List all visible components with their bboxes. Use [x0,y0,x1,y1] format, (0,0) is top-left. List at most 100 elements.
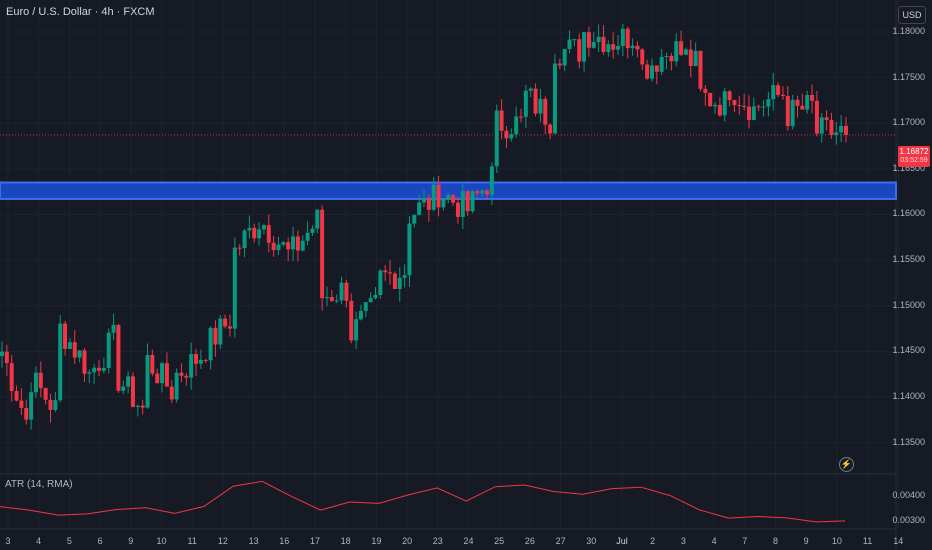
date-label: 20 [402,536,413,546]
atr-indicator-label[interactable]: ATR (14, RMA) [5,479,73,490]
candle-up [417,202,422,215]
candle-down [475,191,480,194]
candle-up [819,117,824,134]
candle-up [87,372,92,374]
date-label: 10 [156,536,167,546]
candle-up [315,209,320,229]
date-label: 24 [463,536,474,546]
candle-down [785,96,790,127]
candle-up [514,116,519,135]
candle-up [620,28,625,47]
candle-up [664,55,669,57]
candle-down [237,247,242,249]
date-label: 3 [5,536,11,546]
candle-up [0,351,4,356]
candle-up [67,342,72,349]
price-label: 1.13500 [892,436,925,447]
candle-up [431,184,436,210]
candle-down [213,327,218,345]
price-label: 1.16500 [892,162,925,173]
candle-up [111,324,116,333]
candle-down [635,45,640,50]
current-price-tag: 1.16872 03:52:59 [898,146,930,167]
candle-up [509,134,514,139]
candle-up [402,275,407,278]
date-label: 13 [248,536,259,546]
candle-up [126,376,131,387]
candle-down [392,273,397,289]
candle-down [140,405,145,408]
candle-down [756,106,761,108]
candle-up [722,91,727,116]
lightning-icon[interactable]: ⚡ [839,457,854,472]
candle-up [106,332,111,369]
candle-up [174,372,179,400]
candle-down [329,297,334,302]
candle-up [232,247,237,329]
candle-down [742,105,747,107]
date-label: 11 [862,536,873,546]
candle-down [72,342,77,358]
date-label: 16 [279,536,290,546]
candle-up [771,85,776,100]
date-label: 25 [494,536,505,546]
symbol-title[interactable]: Euro / U.S. Dollar · 4h · FXCM [6,6,155,18]
candlesticks [0,23,848,430]
candle-up [92,367,97,373]
candle-up [291,236,296,250]
candle-down [732,100,737,106]
candle-up [766,99,771,107]
candle-down [194,354,199,364]
candle-down [48,399,53,410]
candle-up [281,242,286,245]
candle-up [538,98,543,114]
candle-down [485,190,490,195]
candle-down [203,359,208,361]
candle-down [82,350,87,374]
candle-down [451,194,456,203]
candle-up [659,56,664,72]
candle-up [683,49,688,55]
candle-down [24,407,29,420]
candle-down [519,116,524,118]
candle-up [334,300,339,302]
candle-down [4,351,9,364]
atr-scale-label: 0.00400 [892,489,925,500]
chart-grid [0,0,898,529]
candle-down [698,50,703,89]
candle-down [499,110,504,131]
candle-down [810,95,815,101]
candle-down [557,63,562,66]
candle-up [276,244,281,251]
candle-up [562,49,567,66]
candle-down [455,202,460,217]
currency-badge[interactable]: USD [898,6,926,24]
candle-up [713,104,718,107]
candle-up [33,372,38,393]
candle-down [829,120,834,136]
candle-down [223,318,228,327]
candle-down [795,99,800,106]
candle-down [388,272,393,274]
candle-up [373,294,378,299]
candle-up [29,392,34,420]
candle-down [436,184,441,208]
candle-up [363,302,368,312]
candle-up [761,106,766,108]
candle-down [688,49,693,67]
candle-up [567,39,572,50]
candle-up [422,197,426,203]
date-label: 9 [803,536,809,546]
date-label: 17 [309,536,321,546]
candle-down [150,354,155,374]
bar-countdown: 03:52:59 [900,157,928,164]
candle-up [805,95,810,110]
candle-up [480,190,485,194]
candle-down [746,106,751,120]
candle-up [674,41,679,62]
candle-up [160,363,165,384]
candle-down [295,236,300,251]
candle-up [121,386,126,391]
candle-up [489,166,494,195]
